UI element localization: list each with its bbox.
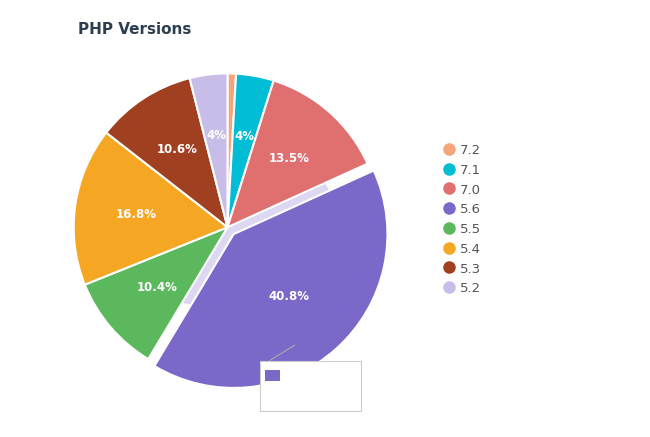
Wedge shape bbox=[155, 170, 387, 388]
Wedge shape bbox=[227, 74, 274, 227]
Text: 40.8%: 40.8% bbox=[278, 391, 324, 404]
Text: 13.5%: 13.5% bbox=[268, 152, 309, 165]
Wedge shape bbox=[227, 80, 367, 227]
Text: 10.4%: 10.4% bbox=[137, 281, 177, 294]
Text: PHP Versions: PHP Versions bbox=[78, 22, 191, 37]
Text: 40.8%: 40.8% bbox=[268, 290, 309, 303]
Text: 16.8%: 16.8% bbox=[116, 208, 157, 221]
Wedge shape bbox=[227, 73, 236, 227]
FancyBboxPatch shape bbox=[260, 361, 361, 411]
Wedge shape bbox=[106, 78, 228, 227]
Wedge shape bbox=[190, 73, 227, 227]
Wedge shape bbox=[84, 227, 227, 359]
Text: 5.6: 5.6 bbox=[285, 368, 304, 381]
Wedge shape bbox=[73, 132, 228, 284]
Text: 10.6%: 10.6% bbox=[157, 143, 198, 156]
FancyBboxPatch shape bbox=[265, 370, 280, 381]
Legend: 7.2, 7.1, 7.0, 5.6, 5.5, 5.4, 5.3, 5.2: 7.2, 7.1, 7.0, 5.6, 5.5, 5.4, 5.3, 5.2 bbox=[446, 144, 481, 295]
Text: 4%: 4% bbox=[206, 129, 226, 142]
Text: 4%: 4% bbox=[234, 130, 254, 143]
